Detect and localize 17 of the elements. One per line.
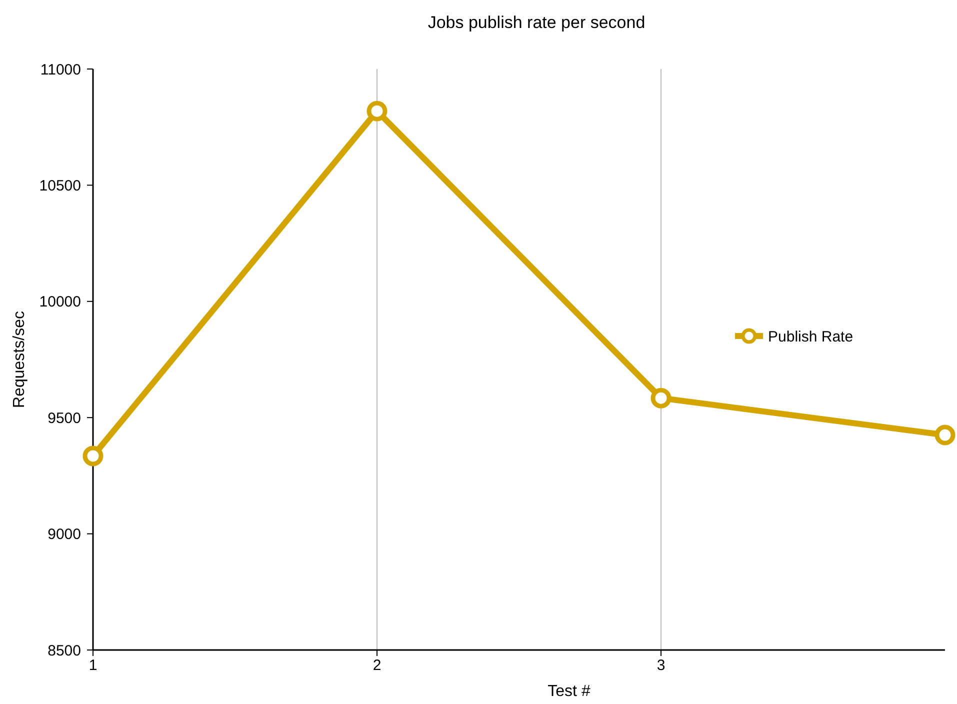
point: [366, 100, 388, 122]
point: [934, 424, 956, 446]
x-tick-label: 3: [656, 657, 666, 674]
x-tick-label: 1: [88, 657, 98, 674]
y-axis-title: Requests/sec: [11, 311, 28, 408]
y-tick-label: 9000: [48, 526, 81, 544]
y-tick-label: 10500: [39, 177, 81, 194]
x-tick-label: 2: [372, 657, 382, 674]
y-tick-label: 8500: [48, 642, 81, 660]
chart-title: Jobs publish rate per second: [428, 13, 646, 32]
y-tick-label: 9500: [48, 410, 81, 427]
x-axis-title: Test #: [548, 683, 590, 700]
y-tick-label: 11000: [40, 61, 81, 78]
point: [650, 388, 672, 408]
y-tick-label: 10000: [39, 294, 81, 311]
point: [82, 446, 104, 466]
legend-label: Publish Rate: [768, 328, 854, 346]
